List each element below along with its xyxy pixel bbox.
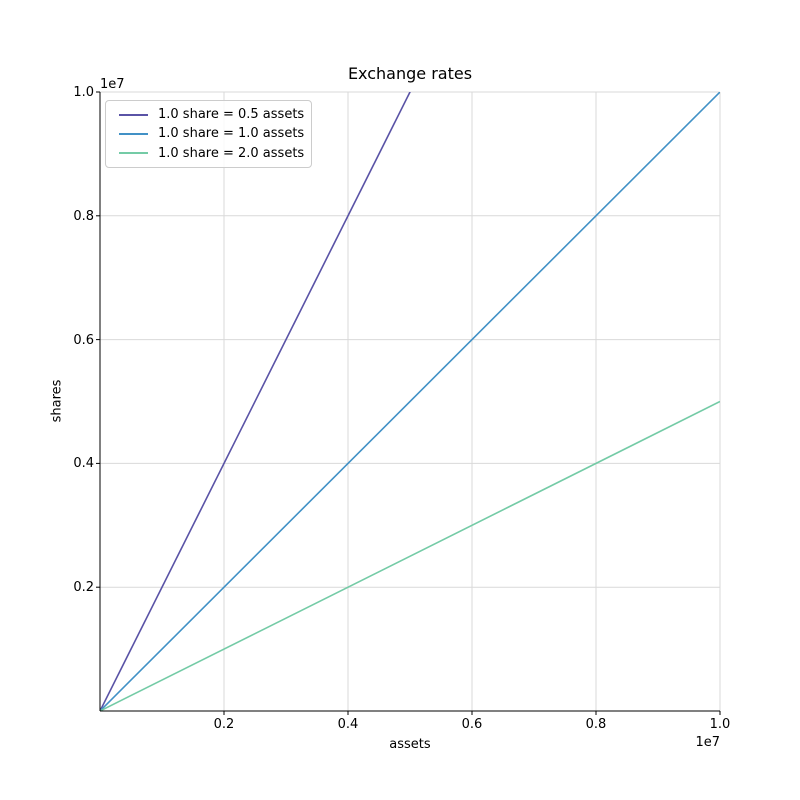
legend-entry-0: 1.0 share = 0.5 assets	[115, 105, 305, 124]
legend-label-1: 1.0 share = 1.0 assets	[158, 126, 305, 142]
tick-marks	[96, 91, 721, 715]
y-tick-label-0.6: 0.6	[73, 332, 94, 348]
y-tick-label-0.8: 0.8	[73, 208, 94, 224]
y-tick-label-0.4: 0.4	[73, 456, 94, 472]
legend-line-swatch-0	[119, 113, 148, 116]
series-line-0	[100, 92, 411, 711]
legend-line-swatch-2	[119, 152, 148, 155]
series-lines	[100, 92, 720, 711]
chart-title: Exchange rates	[347, 64, 473, 83]
y-axis-offset-label: 1e7	[100, 77, 125, 92]
x-tick-label-0.6: 0.6	[461, 717, 483, 732]
series-line-1	[100, 92, 720, 711]
legend: 1.0 share = 0.5 assets 1.0 share = 1.0 as…	[105, 100, 312, 168]
x-tick-label-0.4: 0.4	[337, 717, 359, 732]
series-line-2	[100, 400, 720, 711]
legend-entry-2: 1.0 share = 2.0 assets	[115, 144, 305, 163]
legend-label-2: 1.0 share = 2.0 assets	[158, 145, 305, 161]
x-tick-label-0.8: 0.8	[585, 717, 607, 732]
x-tick-label-1.0: 1.0	[709, 717, 731, 732]
y-tick-label-0.2: 0.2	[73, 580, 94, 596]
legend-line-swatch-1	[119, 132, 148, 135]
x-tick-label-0.2: 0.2	[213, 717, 235, 732]
x-axis-offset-label: 1e7	[695, 735, 720, 750]
y-tick-label-1.0: 1.0	[73, 85, 94, 100]
legend-entry-1: 1.0 share = 1.0 assets	[115, 124, 305, 143]
x-axis-label: assets	[389, 737, 431, 752]
axes-spines	[99, 92, 720, 712]
legend-label-0: 1.0 share = 0.5 assets	[158, 107, 305, 123]
